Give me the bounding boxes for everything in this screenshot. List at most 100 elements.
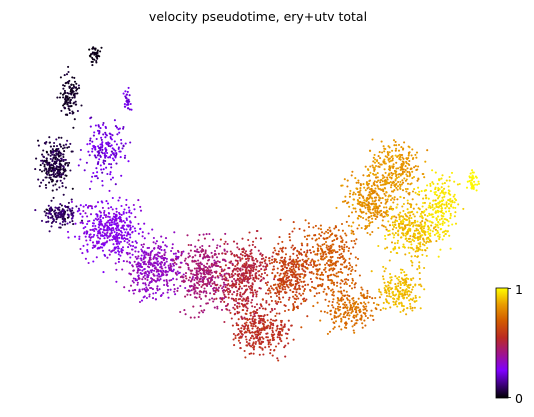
data-point	[305, 267, 307, 269]
data-point	[208, 233, 210, 235]
data-point	[190, 250, 192, 252]
data-point	[316, 273, 318, 275]
data-point	[188, 279, 190, 281]
data-point	[423, 176, 425, 178]
data-point	[359, 311, 361, 313]
data-point	[347, 201, 349, 203]
data-point	[365, 218, 367, 220]
data-point	[292, 296, 294, 298]
data-point	[406, 291, 408, 293]
data-point	[421, 215, 423, 217]
data-point	[213, 287, 215, 289]
data-point	[399, 281, 401, 283]
data-point	[240, 347, 242, 349]
data-point	[371, 218, 373, 220]
data-point	[411, 148, 413, 150]
data-point	[153, 237, 155, 239]
data-point	[408, 238, 410, 240]
data-point	[407, 199, 409, 201]
data-point	[238, 340, 240, 342]
data-point	[252, 244, 254, 246]
data-point	[60, 76, 62, 78]
data-point	[96, 56, 98, 58]
data-point	[179, 311, 181, 313]
data-point	[60, 155, 62, 157]
data-point	[288, 328, 290, 330]
data-point	[327, 229, 329, 231]
data-point	[180, 254, 182, 256]
data-point	[253, 310, 255, 312]
data-point	[348, 267, 350, 269]
data-point	[75, 90, 77, 92]
data-point	[297, 260, 299, 262]
data-point	[123, 286, 125, 288]
data-point	[234, 255, 236, 257]
data-point	[112, 243, 114, 245]
data-point	[190, 244, 192, 246]
data-point	[348, 206, 350, 208]
data-point	[370, 315, 372, 317]
data-point	[342, 316, 344, 318]
data-point	[399, 185, 401, 187]
data-point	[207, 267, 209, 269]
data-point	[108, 207, 110, 209]
data-point	[235, 259, 237, 261]
data-point	[245, 300, 247, 302]
data-point	[177, 270, 179, 272]
data-point	[354, 208, 356, 210]
data-point	[170, 259, 172, 261]
data-point	[141, 244, 143, 246]
data-point	[97, 161, 99, 163]
data-point	[119, 218, 121, 220]
data-point	[249, 288, 251, 290]
data-point	[411, 168, 413, 170]
data-point	[69, 97, 71, 99]
data-point	[125, 228, 127, 230]
data-point	[149, 261, 151, 263]
data-point	[243, 266, 245, 268]
data-point	[296, 295, 298, 297]
data-point	[395, 150, 397, 152]
data-point	[121, 251, 123, 253]
data-point	[354, 193, 356, 195]
data-point	[397, 240, 399, 242]
data-point	[387, 198, 389, 200]
data-point	[343, 266, 345, 268]
data-point	[299, 228, 301, 230]
data-point	[99, 147, 101, 149]
data-point	[279, 262, 281, 264]
data-point	[429, 235, 431, 237]
data-point	[276, 303, 278, 305]
data-point	[200, 278, 202, 280]
data-point	[412, 249, 414, 251]
data-point	[229, 276, 231, 278]
data-point	[307, 235, 309, 237]
data-point	[113, 229, 115, 231]
data-point	[244, 318, 246, 320]
data-point	[337, 300, 339, 302]
data-point	[256, 333, 258, 335]
data-point	[385, 206, 387, 208]
data-point	[162, 241, 164, 243]
data-point	[320, 310, 322, 312]
data-point	[395, 171, 397, 173]
data-point	[287, 263, 289, 265]
data-point	[330, 252, 332, 254]
data-point	[258, 274, 260, 276]
data-point	[412, 190, 414, 192]
data-point	[392, 301, 394, 303]
data-point	[381, 188, 383, 190]
data-point	[323, 232, 325, 234]
data-point	[431, 221, 433, 223]
data-point	[255, 311, 257, 313]
data-point	[369, 209, 371, 211]
data-point	[224, 233, 226, 235]
data-point	[388, 158, 390, 160]
data-point	[89, 137, 91, 139]
data-point	[223, 292, 225, 294]
data-point	[255, 343, 257, 345]
data-point	[473, 177, 475, 179]
data-point	[292, 253, 294, 255]
data-point	[303, 277, 305, 279]
data-point	[256, 328, 258, 330]
